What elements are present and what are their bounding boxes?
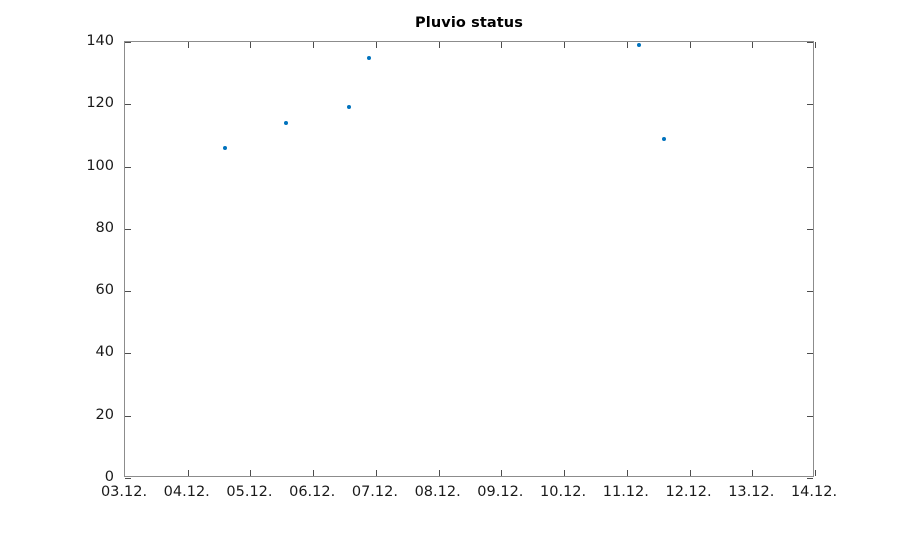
y-tick-mark bbox=[807, 415, 813, 417]
y-tick-mark bbox=[125, 42, 131, 43]
x-tick-mark bbox=[438, 470, 440, 476]
chart-title: Pluvio status bbox=[415, 15, 523, 31]
x-tick-mark bbox=[501, 42, 503, 48]
x-tick-mark bbox=[752, 470, 754, 476]
x-tick-label: 03.12. bbox=[100, 484, 148, 500]
y-tick-label: 60 bbox=[95, 282, 114, 299]
x-tick-mark bbox=[313, 42, 315, 48]
y-tick-label: 100 bbox=[86, 157, 114, 174]
y-tick-mark bbox=[807, 166, 813, 168]
x-tick-label: 07.12. bbox=[351, 484, 398, 500]
y-tick-mark bbox=[125, 104, 131, 106]
y-tick-mark bbox=[807, 478, 813, 479]
x-tick-mark bbox=[689, 42, 691, 48]
y-tick-mark bbox=[807, 42, 813, 43]
data-point bbox=[637, 43, 642, 48]
data-point bbox=[367, 55, 371, 60]
x-tick-label: 06.12. bbox=[289, 484, 336, 500]
y-tick-mark bbox=[125, 415, 131, 417]
x-tick-mark bbox=[187, 470, 189, 476]
y-tick-mark bbox=[125, 478, 131, 479]
data-point bbox=[662, 136, 667, 141]
y-tick-mark bbox=[807, 104, 813, 106]
x-tick-mark bbox=[752, 42, 754, 48]
x-tick-mark bbox=[815, 470, 816, 476]
x-tick-label: 05.12. bbox=[226, 484, 273, 500]
x-tick-mark bbox=[313, 470, 315, 476]
x-tick-mark bbox=[438, 42, 440, 48]
plot-area bbox=[125, 42, 813, 476]
y-tick-label: 80 bbox=[95, 219, 114, 236]
x-tick-label: 10.12. bbox=[540, 484, 587, 500]
y-tick-label: 40 bbox=[95, 344, 114, 361]
y-tick-mark bbox=[125, 291, 131, 293]
x-tick-label: 14.12. bbox=[790, 484, 838, 500]
x-tick-label: 08.12. bbox=[414, 484, 461, 500]
x-tick-mark bbox=[375, 470, 377, 476]
baseline-data-run bbox=[125, 475, 772, 476]
y-tick-label: 0 bbox=[104, 469, 114, 485]
y-tick-mark bbox=[125, 166, 131, 168]
x-tick-label: 13.12. bbox=[728, 484, 775, 500]
x-tick-mark bbox=[375, 42, 377, 48]
y-tick-label: 140 bbox=[86, 33, 114, 49]
y-tick-label: 20 bbox=[95, 406, 114, 423]
x-tick-mark bbox=[626, 470, 628, 476]
x-tick-mark bbox=[626, 42, 628, 48]
x-tick-mark bbox=[501, 470, 503, 476]
x-tick-label: 11.12. bbox=[602, 484, 649, 500]
x-tick-label: 12.12. bbox=[665, 484, 712, 500]
x-tick-mark bbox=[187, 42, 189, 48]
x-tick-mark bbox=[564, 42, 566, 48]
x-tick-mark bbox=[689, 470, 691, 476]
data-point bbox=[346, 105, 351, 110]
data-point bbox=[223, 145, 228, 150]
x-tick-mark bbox=[250, 470, 252, 476]
x-tick-mark bbox=[815, 42, 816, 48]
y-tick-mark bbox=[125, 228, 131, 230]
y-tick-label: 120 bbox=[86, 95, 114, 112]
y-tick-mark bbox=[807, 228, 813, 230]
plot-box bbox=[124, 41, 816, 479]
x-tick-label: 04.12. bbox=[163, 484, 210, 500]
y-tick-mark bbox=[125, 353, 131, 355]
x-tick-mark bbox=[250, 42, 252, 48]
y-tick-mark bbox=[807, 291, 813, 293]
x-tick-label: 09.12. bbox=[477, 484, 524, 500]
data-point bbox=[284, 120, 289, 125]
y-tick-mark bbox=[807, 353, 813, 355]
x-tick-mark bbox=[564, 470, 566, 476]
